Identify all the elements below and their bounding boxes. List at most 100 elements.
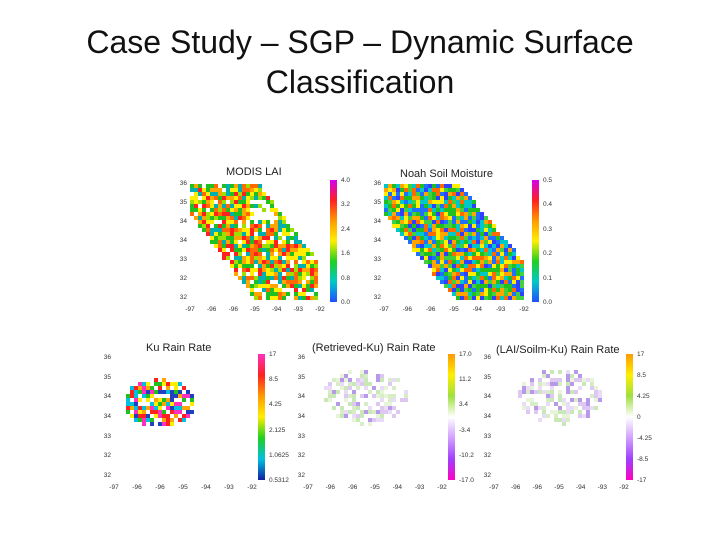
map-pixel xyxy=(254,272,258,276)
map-pixel xyxy=(282,216,286,220)
map-pixel xyxy=(408,228,412,232)
map-pixel xyxy=(266,264,270,268)
map-pixel xyxy=(226,200,230,204)
map-pixel xyxy=(238,208,242,212)
map-pixel xyxy=(214,192,218,196)
map-pixel xyxy=(222,240,226,244)
map-pixel xyxy=(388,382,392,386)
map-pixel xyxy=(376,414,380,418)
map-pixel xyxy=(456,264,460,268)
map-pixel xyxy=(522,402,526,406)
map-pixel xyxy=(452,260,456,264)
map-pixel xyxy=(404,204,408,208)
map-pixel xyxy=(440,224,444,228)
map-pixel xyxy=(270,260,274,264)
map-pixel xyxy=(452,224,456,228)
map-pixel xyxy=(210,188,214,192)
map-raster xyxy=(324,370,408,426)
map-pixel xyxy=(508,288,512,292)
map-pixel xyxy=(464,272,468,276)
map-pixel xyxy=(396,184,400,188)
map-pixel xyxy=(194,200,198,204)
map-pixel xyxy=(226,220,230,224)
map-pixel xyxy=(444,236,448,240)
map-pixel xyxy=(428,252,432,256)
map-pixel xyxy=(134,386,138,390)
map-pixel xyxy=(512,272,516,276)
y-tick-label: 34 xyxy=(297,413,305,420)
map-pixel xyxy=(488,260,492,264)
map-pixel xyxy=(134,390,138,394)
map-pixel xyxy=(262,268,266,272)
map-pixel xyxy=(380,378,384,382)
map-pixel xyxy=(512,284,516,288)
map-pixel xyxy=(302,276,306,280)
map-pixel xyxy=(448,236,452,240)
map-pixel xyxy=(452,292,456,296)
map-pixel xyxy=(254,252,258,256)
map-pixel xyxy=(480,268,484,272)
map-pixel xyxy=(440,276,444,280)
map-pixel xyxy=(250,196,254,200)
map-pixel xyxy=(218,228,222,232)
map-pixel xyxy=(278,252,282,256)
map-pixel xyxy=(384,410,388,414)
panel-title: (Retrieved-Ku) Rain Rate xyxy=(312,342,436,354)
map-pixel xyxy=(388,188,392,192)
colorbar-tick-label: 3.4 xyxy=(459,401,469,409)
map-pixel xyxy=(190,398,194,402)
map-pixel xyxy=(436,272,440,276)
map-pixel xyxy=(526,386,530,390)
map-pixel xyxy=(396,220,400,224)
x-tick-label: -93 xyxy=(293,306,304,313)
map-pixel xyxy=(302,248,306,252)
map-pixel xyxy=(408,220,412,224)
map-pixel xyxy=(392,406,396,410)
map-pixel xyxy=(440,200,444,204)
map-pixel xyxy=(412,212,416,216)
map-pixel xyxy=(516,280,520,284)
map-pixel xyxy=(484,216,488,220)
map-pixel xyxy=(270,208,274,212)
map-pixel xyxy=(214,228,218,232)
map-pixel xyxy=(496,272,500,276)
map-pixel xyxy=(492,280,496,284)
map-pixel xyxy=(210,236,214,240)
map-pixel xyxy=(464,280,468,284)
map-pixel xyxy=(574,398,578,402)
map-pixel xyxy=(170,394,174,398)
map-pixel xyxy=(452,256,456,260)
map-pixel xyxy=(142,394,146,398)
map-pixel xyxy=(396,208,400,212)
map-pixel xyxy=(452,184,456,188)
colorbar-tick-label: 0.2 xyxy=(543,250,553,258)
map-pixel xyxy=(546,390,550,394)
map-pixel xyxy=(270,256,274,260)
map-pixel xyxy=(242,260,246,264)
map-pixel xyxy=(424,200,428,204)
map-pixel xyxy=(254,296,258,300)
map-pixel xyxy=(306,252,310,256)
map-pixel xyxy=(388,398,392,402)
map-pixel xyxy=(480,272,484,276)
map-raster xyxy=(190,184,318,300)
map-pixel xyxy=(566,386,570,390)
map-pixel xyxy=(456,268,460,272)
map-pixel xyxy=(360,378,364,382)
map-pixel xyxy=(214,232,218,236)
map-pixel xyxy=(190,192,194,196)
map-pixel xyxy=(270,216,274,220)
map-pixel xyxy=(420,228,424,232)
map-pixel xyxy=(190,188,194,192)
map-pixel xyxy=(416,184,420,188)
map-pixel xyxy=(590,386,594,390)
map-pixel xyxy=(372,418,376,422)
map-pixel xyxy=(492,232,496,236)
map-pixel xyxy=(154,378,158,382)
map-pixel xyxy=(456,280,460,284)
map-pixel xyxy=(270,280,274,284)
map-pixel xyxy=(302,284,306,288)
map-pixel xyxy=(432,252,436,256)
map-pixel xyxy=(302,292,306,296)
map-pixel xyxy=(476,212,480,216)
